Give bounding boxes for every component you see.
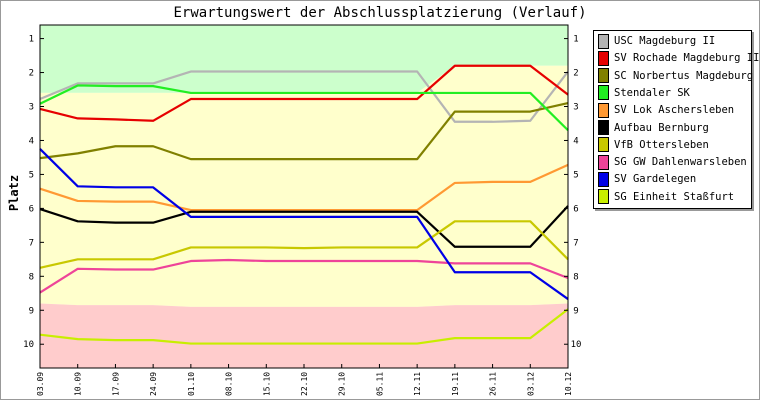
series-line-8 xyxy=(39,148,569,300)
legend-item: SG GW Dahlenwarsleben xyxy=(598,154,747,170)
chart-title: Erwartungswert der Abschlussplatzierung … xyxy=(173,5,587,21)
y-tick-label-left: 10 xyxy=(23,340,34,350)
legend-label: USC Magdeburg II xyxy=(614,35,716,47)
legend-swatch xyxy=(598,171,609,187)
series-line-5 xyxy=(39,205,569,248)
background-bands xyxy=(40,25,568,368)
legend-label: SG GW Dahlenwarsleben xyxy=(614,156,747,169)
axis-ticks: 1 1 2 2 3 3 4 4 5 5 6 6 7 7 8 8 9 9 10 10 03.09 10.09 17.09 24.… xyxy=(23,35,581,396)
series-line-4 xyxy=(39,163,569,212)
legend-item: SV Gardelegen xyxy=(598,171,697,187)
y-tick-label-left: 4 xyxy=(29,136,34,146)
y-tick-label-left: 1 xyxy=(29,35,34,45)
y-tick-label-left: 5 xyxy=(29,170,34,180)
x-tick-label: 03.09 xyxy=(36,372,45,396)
x-tick-label: 29.10 xyxy=(338,372,347,396)
x-tick-label: 08.10 xyxy=(225,372,234,396)
y-tick-label-right: 7 xyxy=(573,238,578,248)
x-tick-label: 15.10 xyxy=(262,372,271,396)
series-line-1 xyxy=(39,64,569,122)
legend-swatch xyxy=(598,120,609,135)
series-line-2 xyxy=(39,102,569,161)
x-tick-label: 17.09 xyxy=(111,372,120,396)
y-tick-label-right: 9 xyxy=(573,306,578,316)
y-tick-label-left: 9 xyxy=(29,306,34,316)
legend-swatch xyxy=(598,68,609,84)
legend-label: VfB Ottersleben xyxy=(614,138,709,151)
series-line-3 xyxy=(39,84,569,132)
legend-label: Aufbau Bernburg xyxy=(614,121,709,134)
legend-swatch xyxy=(598,33,609,49)
y-tick-label-left: 3 xyxy=(29,103,34,113)
series-line-0 xyxy=(39,70,569,123)
y-tick-label-left: 2 xyxy=(29,69,34,79)
legend-swatch xyxy=(598,85,609,101)
y-tick-label-right: 3 xyxy=(573,103,578,113)
x-tick-label: 10.12 xyxy=(564,372,573,396)
legend-swatch xyxy=(598,137,609,153)
x-tick-label: 12.11 xyxy=(413,372,422,396)
x-tick-label: 24.09 xyxy=(149,372,158,396)
legend-item: VfB Ottersleben xyxy=(598,137,709,153)
y-tick-label-right: 8 xyxy=(573,272,578,282)
series-line-9 xyxy=(39,308,569,345)
legend-item: SV Lok Aschersleben xyxy=(598,102,735,118)
legend-swatch xyxy=(598,50,609,66)
legend-swatch xyxy=(598,189,609,205)
legend-label: SV Lok Aschersleben xyxy=(614,104,735,117)
series-line-6 xyxy=(39,220,569,269)
legend: USC Magdeburg II SV Rochade Magdeburg II S… xyxy=(593,30,759,209)
legend-item: SV Rochade Magdeburg II xyxy=(598,50,760,66)
series-line-7 xyxy=(39,258,569,294)
legend-item: USC Magdeburg II xyxy=(598,33,716,49)
band-1 xyxy=(40,65,568,307)
x-tick-label: 19.11 xyxy=(451,372,460,396)
y-tick-label-left: 8 xyxy=(29,272,34,282)
y-tick-label-right: 5 xyxy=(573,170,578,180)
band-2 xyxy=(40,303,568,368)
x-tick-label: 26.11 xyxy=(489,372,498,396)
x-tick-label: 22.10 xyxy=(300,372,309,396)
band-0 xyxy=(40,25,568,93)
legend-item: SG Einheit Staßfurt xyxy=(598,189,735,205)
legend-label: SV Rochade Magdeburg II xyxy=(614,52,760,65)
x-tick-label: 05.11 xyxy=(375,372,384,396)
y-tick-label-right: 10 xyxy=(571,340,582,350)
legend-label: SC Norbertus Magdeburg xyxy=(614,69,754,82)
legend-label: SV Gardelegen xyxy=(614,173,697,186)
series-lines xyxy=(39,64,569,345)
x-tick-label: 01.10 xyxy=(187,372,196,396)
y-tick-label-right: 2 xyxy=(573,69,578,79)
y-tick-label-right: 6 xyxy=(573,204,578,214)
legend-item: Aufbau Bernburg xyxy=(598,120,709,135)
legend-label: SG Einheit Staßfurt xyxy=(614,190,735,203)
legend-item: SC Norbertus Magdeburg xyxy=(598,68,754,84)
legend-swatch xyxy=(598,154,609,170)
legend-label: Stendaler SK xyxy=(614,86,690,99)
legend-swatch xyxy=(598,102,609,118)
y-tick-label-right: 1 xyxy=(573,35,578,45)
x-tick-label: 03.12 xyxy=(526,372,535,396)
x-tick-label: 10.09 xyxy=(74,372,83,396)
legend-item: Stendaler SK xyxy=(598,85,690,101)
y-tick-label-left: 6 xyxy=(29,204,34,214)
y-tick-label-left: 7 xyxy=(29,238,34,248)
y-tick-label-right: 4 xyxy=(573,136,578,146)
